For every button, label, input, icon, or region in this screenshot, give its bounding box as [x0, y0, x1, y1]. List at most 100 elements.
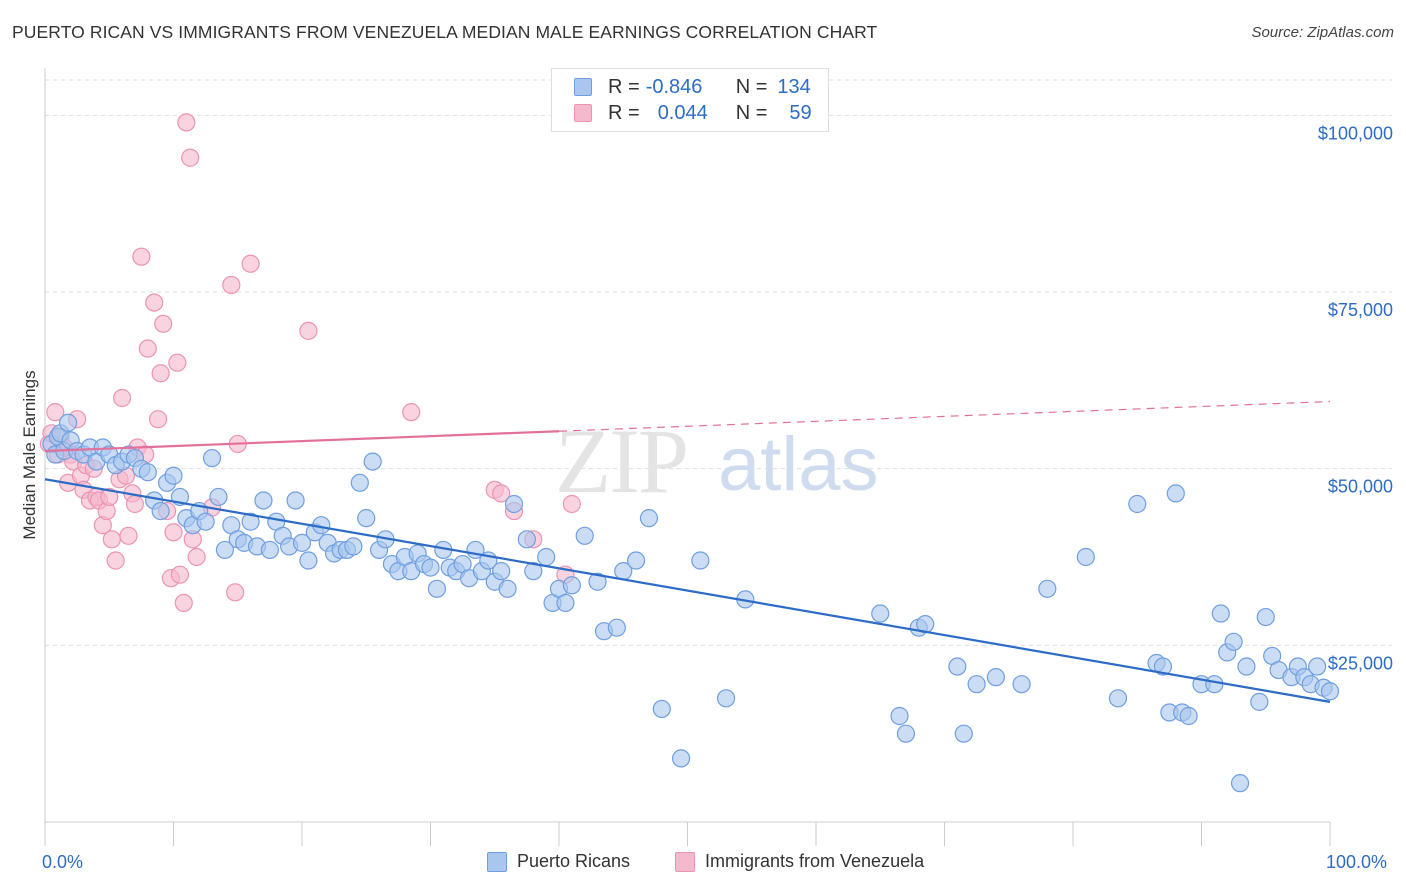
- trend-line-puerto-ricans: [44, 478, 1331, 703]
- point-puerto-rican: [202, 448, 222, 468]
- point-puerto-rican: [421, 558, 440, 577]
- correlation-legend: R = -0.846 N = 134 R = 0.044 N = 59: [551, 68, 829, 132]
- point-venezuela: [562, 494, 581, 514]
- y-tick-label: $75,000: [1328, 300, 1393, 320]
- point-venezuela: [106, 551, 125, 570]
- point-venezuela: [112, 388, 132, 408]
- y-tick-label: $25,000: [1328, 653, 1393, 673]
- point-puerto-rican: [716, 689, 736, 708]
- point-puerto-rican: [639, 509, 659, 528]
- legend-row-venezuela: R = 0.044 N = 59: [574, 100, 812, 126]
- point-venezuela: [148, 410, 168, 429]
- y-tick-label: $50,000: [1328, 477, 1393, 497]
- point-puerto-rican: [215, 540, 234, 560]
- point-venezuela: [299, 321, 318, 340]
- point-puerto-rican: [504, 494, 524, 514]
- legend-swatch-blue: [487, 851, 507, 872]
- legend-swatch-pink: [574, 104, 592, 122]
- point-puerto-rican: [1166, 484, 1185, 503]
- trend-lines: [44, 400, 1331, 703]
- point-puerto-rican: [209, 487, 228, 507]
- x-tick-label-max: 100.0%: [1326, 852, 1388, 872]
- point-puerto-rican: [1320, 682, 1340, 701]
- point-puerto-rican: [890, 706, 909, 726]
- point-venezuela: [177, 113, 196, 132]
- point-puerto-rican: [1076, 547, 1095, 567]
- grid-lines: [45, 79, 1392, 646]
- point-puerto-rican: [626, 551, 646, 570]
- point-puerto-rican: [575, 526, 594, 545]
- point-puerto-rican: [241, 512, 260, 531]
- point-venezuela: [138, 339, 157, 358]
- point-puerto-rican: [671, 749, 691, 768]
- point-venezuela: [174, 593, 193, 613]
- point-puerto-rican: [138, 463, 157, 482]
- point-puerto-rican: [1211, 604, 1230, 623]
- point-venezuela: [132, 247, 151, 266]
- bottom-legend-puerto-ricans: Puerto Ricans: [487, 851, 630, 872]
- point-puerto-rican: [357, 509, 376, 528]
- legend-n-label: N =: [735, 75, 768, 98]
- point-venezuela: [181, 148, 200, 167]
- point-puerto-rican: [344, 537, 363, 556]
- point-venezuela: [102, 530, 121, 549]
- point-puerto-rican: [896, 724, 916, 743]
- point-puerto-rican: [492, 562, 511, 581]
- point-puerto-rican: [607, 618, 626, 637]
- legend-n-label: N =: [735, 101, 768, 124]
- x-tick-label-min: 0.0%: [42, 852, 84, 872]
- watermark-zip: ZIP: [555, 410, 687, 512]
- point-puerto-rican: [1108, 689, 1128, 708]
- point-puerto-rican: [292, 533, 312, 552]
- point-puerto-rican: [1308, 657, 1327, 676]
- point-puerto-rican: [954, 724, 973, 743]
- point-puerto-rican: [498, 579, 517, 598]
- source-text: Source: ZipAtlas.com: [1251, 24, 1394, 41]
- legend-r-label: R =: [608, 101, 640, 124]
- point-puerto-rican: [299, 551, 318, 570]
- legend-row-puerto-ricans: R = -0.846 N = 134: [574, 74, 811, 100]
- point-puerto-rican: [691, 551, 710, 570]
- legend-swatch-pink: [675, 851, 695, 872]
- point-puerto-rican: [1012, 675, 1031, 694]
- legend-r-label: R =: [608, 75, 640, 98]
- point-venezuela: [168, 353, 187, 372]
- point-puerto-rican: [556, 593, 575, 613]
- point-puerto-rican: [652, 699, 671, 719]
- legend-swatch-blue: [574, 78, 592, 96]
- point-puerto-rican: [254, 491, 273, 510]
- point-puerto-rican: [59, 413, 78, 432]
- point-puerto-rican: [562, 576, 581, 595]
- y-axis-label: Median Male Earnings: [20, 370, 39, 540]
- point-puerto-rican: [986, 668, 1006, 687]
- point-puerto-rican: [1038, 579, 1057, 598]
- point-venezuela: [125, 494, 145, 514]
- y-tick-label: $100,000: [1318, 123, 1393, 143]
- point-puerto-rican: [1256, 607, 1275, 627]
- legend-n-value: 59: [789, 101, 812, 124]
- point-venezuela: [154, 314, 173, 333]
- point-venezuela: [145, 293, 164, 312]
- point-puerto-rican: [1179, 706, 1198, 726]
- point-venezuela: [119, 526, 138, 545]
- bottom-legend-venezuela: Immigrants from Venezuela: [675, 851, 924, 872]
- point-venezuela: [222, 275, 241, 295]
- point-puerto-rican: [537, 547, 556, 567]
- data-points: [39, 113, 1340, 793]
- point-puerto-rican: [871, 604, 890, 623]
- point-puerto-rican: [1250, 692, 1269, 711]
- point-venezuela: [100, 487, 119, 507]
- point-puerto-rican: [363, 452, 382, 471]
- axes: [44, 68, 1331, 846]
- point-puerto-rican: [1128, 494, 1147, 514]
- point-puerto-rican: [260, 540, 279, 560]
- legend-r-value: 0.044: [657, 101, 708, 124]
- trend-line-venezuela-dashed: [558, 400, 1331, 432]
- watermark-atlas: atlas: [718, 422, 879, 507]
- point-puerto-rican: [1230, 774, 1250, 793]
- point-puerto-rican: [517, 530, 536, 549]
- trend-line-venezuela-solid: [44, 430, 560, 453]
- point-venezuela: [226, 583, 245, 602]
- point-venezuela: [164, 523, 183, 542]
